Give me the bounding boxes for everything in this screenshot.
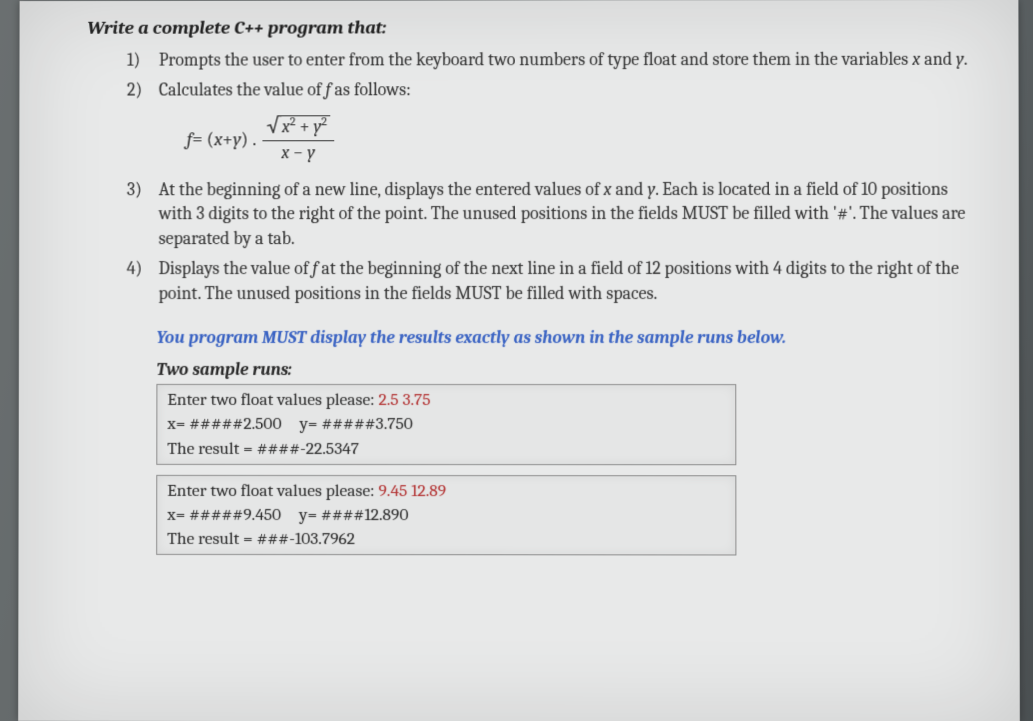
run2-line1: Enter two float values please: 9.45 12.8… xyxy=(167,479,727,504)
formula: f = ( x + y ) . √ x2 + xyxy=(187,115,969,166)
run1-user-input: 2.5 3.75 xyxy=(378,390,430,410)
run1-line3: The result = ####-22.5347 xyxy=(167,436,727,460)
formula-num-y: y xyxy=(313,116,321,137)
formula-num-plus: + xyxy=(300,116,314,137)
run1-line1: Enter two float values please: 2.5 3.75 xyxy=(167,388,727,412)
step-2-text-a: Calculates the value of xyxy=(159,80,326,101)
formula-numerator: √ x2 + y2 xyxy=(262,115,334,140)
step-1: Prompts the user to enter from the keybo… xyxy=(131,48,968,73)
sqrt-icon: √ xyxy=(266,114,280,136)
step-1-text-c: . xyxy=(964,49,968,70)
step-3-var-x: x xyxy=(604,179,612,200)
run2-x-out: x= #####9.450 xyxy=(167,505,281,525)
formula-close: ) . xyxy=(241,128,256,154)
run2-line3: The result = ###-103.7962 xyxy=(167,527,727,552)
run2-user-input: 9.45 12.89 xyxy=(378,481,446,501)
formula-y: y xyxy=(233,128,241,154)
steps-list: Prompts the user to enter from the keybo… xyxy=(131,48,969,306)
sample-runs-heading: Two sample runs: xyxy=(156,360,969,380)
step-1-text-b: and xyxy=(920,49,956,70)
formula-den-x: x xyxy=(281,143,289,164)
sample-run-1: Enter two float values please: 2.5 3.75 … xyxy=(156,384,736,465)
step-2-text-b: as follows: xyxy=(331,80,411,101)
step-1-var-x: x xyxy=(912,49,920,70)
formula-x: x xyxy=(214,128,222,154)
run1-prompt: Enter two float values please: xyxy=(167,390,378,410)
step-1-text-a: Prompts the user to enter from the keybo… xyxy=(159,49,912,71)
must-display-note: You program MUST display the results exa… xyxy=(156,328,968,348)
document-page: Write a complete C++ program that: Promp… xyxy=(18,0,1020,721)
step-3: At the beginning of a new line, displays… xyxy=(131,178,969,252)
run1-line2: x= #####2.500 y= #####3.750 xyxy=(167,412,727,436)
step-1-var-y: y xyxy=(956,49,964,70)
step-4: Displays the value of f at the beginning… xyxy=(131,257,969,306)
formula-den-y: y xyxy=(307,143,315,164)
step-3-text-a: At the beginning of a new line, displays… xyxy=(159,179,604,200)
run2-prompt: Enter two float values please: xyxy=(167,481,378,501)
run1-y-out: y= #####3.750 xyxy=(300,414,413,434)
sample-run-2: Enter two float values please: 9.45 12.8… xyxy=(156,475,736,556)
step-2: Calculates the value of f as follows: f … xyxy=(131,78,969,166)
step-3-var-y: y xyxy=(647,179,655,200)
run2-y-out: y= ####12.890 xyxy=(299,505,408,525)
run1-x-out: x= #####2.500 xyxy=(167,414,281,434)
run2-line2: x= #####9.450 y= ####12.890 xyxy=(167,503,727,528)
formula-denominator: x − y xyxy=(277,142,319,166)
main-title: Write a complete C++ program that: xyxy=(87,16,968,39)
step-3-text-b: and xyxy=(612,179,648,200)
step-4-text-a: Displays the value of xyxy=(159,258,313,279)
formula-den-minus: − xyxy=(293,143,307,164)
formula-fraction: √ x2 + y2 x − xyxy=(262,115,334,166)
formula-eq: = ( xyxy=(192,128,214,154)
formula-plus: + xyxy=(222,128,233,154)
